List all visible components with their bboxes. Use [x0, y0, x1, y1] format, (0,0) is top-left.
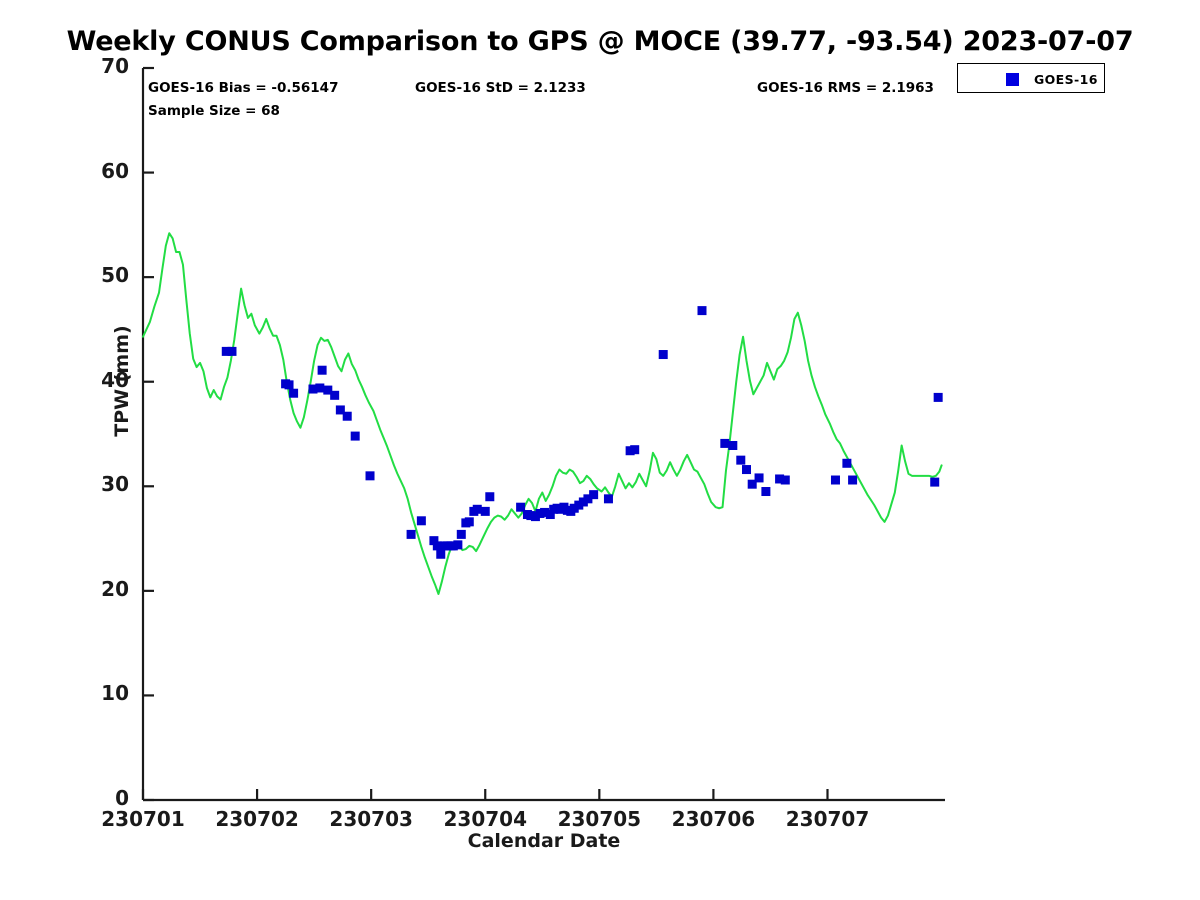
x-axis-ticks [141, 789, 829, 800]
data-point-marker [761, 487, 771, 497]
data-point-marker [545, 510, 555, 520]
data-point-marker [227, 346, 237, 356]
data-point-marker [930, 477, 940, 487]
data-point-marker [736, 455, 746, 465]
y-tick-label: 70 [101, 54, 129, 78]
goes16-marker-series [221, 306, 943, 559]
data-point-marker [330, 390, 340, 400]
data-point-marker [485, 492, 495, 502]
legend-marker-icon [1006, 73, 1019, 86]
data-point-marker [350, 431, 360, 441]
data-point-marker [535, 508, 545, 518]
data-point-marker [842, 458, 852, 468]
data-point-marker [464, 517, 474, 527]
gps-line-series [142, 232, 943, 595]
data-point-marker [658, 350, 668, 360]
x-tick-label: 230707 [785, 807, 870, 831]
data-point-marker [848, 475, 858, 485]
data-point-marker [436, 549, 446, 559]
data-point-marker [625, 446, 635, 456]
data-point-marker [342, 411, 352, 421]
data-point-marker [830, 475, 840, 485]
y-tick-label: 60 [101, 158, 129, 183]
data-point-marker [728, 441, 738, 450]
data-point-marker [335, 405, 345, 415]
legend: GOES-16 [957, 63, 1105, 93]
x-tick-label: 230703 [329, 807, 413, 831]
data-point-marker [406, 529, 416, 539]
data-point-marker [603, 494, 613, 504]
axis-lines [141, 68, 945, 802]
legend-label-goes16: GOES-16 [1034, 72, 1098, 87]
stat-std: GOES-16 StD = 2.1233 [415, 80, 586, 96]
y-axis-ticks [143, 66, 154, 802]
x-axis-label: Calendar Date [467, 830, 621, 852]
data-point-marker [453, 540, 463, 550]
data-point-marker [630, 445, 640, 455]
data-point-marker [747, 479, 757, 489]
data-point-marker [933, 392, 943, 402]
y-tick-label: 40 [101, 367, 129, 392]
data-point-marker [569, 503, 579, 513]
data-point-marker [775, 474, 785, 484]
y-tick-label: 20 [101, 576, 129, 601]
data-point-marker [448, 541, 458, 551]
y-tick-label: 30 [101, 472, 129, 497]
data-point-marker [323, 385, 333, 395]
stat-sample-size: Sample Size = 68 [148, 103, 280, 119]
page-title: Weekly CONUS Comparison to GPS @ MOCE (3… [66, 26, 1134, 57]
data-point-marker [578, 497, 588, 507]
data-point-marker [221, 346, 231, 356]
data-point-marker [720, 438, 730, 448]
stat-rms: GOES-16 RMS = 2.1963 [757, 80, 934, 96]
data-point-marker [308, 384, 318, 394]
data-point-marker [480, 506, 490, 516]
data-point-marker [754, 473, 764, 483]
data-point-marker [540, 507, 550, 517]
data-point-marker [516, 502, 526, 512]
y-tick-label: 0 [115, 786, 129, 810]
data-point-marker [284, 380, 294, 390]
data-point-marker [583, 494, 593, 504]
data-point-marker [780, 475, 790, 485]
x-tick-label: 230705 [557, 807, 642, 831]
data-point-marker [429, 536, 439, 546]
data-point-marker [416, 516, 426, 526]
data-point-marker [456, 529, 466, 539]
x-tick-label: 230702 [215, 807, 299, 831]
data-point-marker [526, 511, 536, 521]
x-tick-label: 230701 [101, 807, 185, 831]
data-point-marker [289, 388, 299, 398]
data-point-marker [432, 541, 442, 551]
data-point-marker [697, 306, 707, 316]
data-point-marker [589, 490, 599, 500]
y-tick-label: 10 [101, 681, 129, 706]
y-tick-label: 50 [101, 263, 129, 288]
stat-bias: GOES-16 Bias = -0.56147 [148, 80, 339, 96]
data-point-marker [317, 365, 327, 375]
data-point-marker [472, 504, 482, 514]
data-point-marker [574, 500, 584, 510]
x-tick-label: 230704 [443, 807, 527, 831]
data-point-marker [742, 465, 751, 475]
data-point-marker [365, 471, 375, 481]
x-tick-label: 230706 [671, 807, 756, 831]
data-point-marker [530, 512, 540, 522]
data-point-marker [315, 383, 325, 393]
